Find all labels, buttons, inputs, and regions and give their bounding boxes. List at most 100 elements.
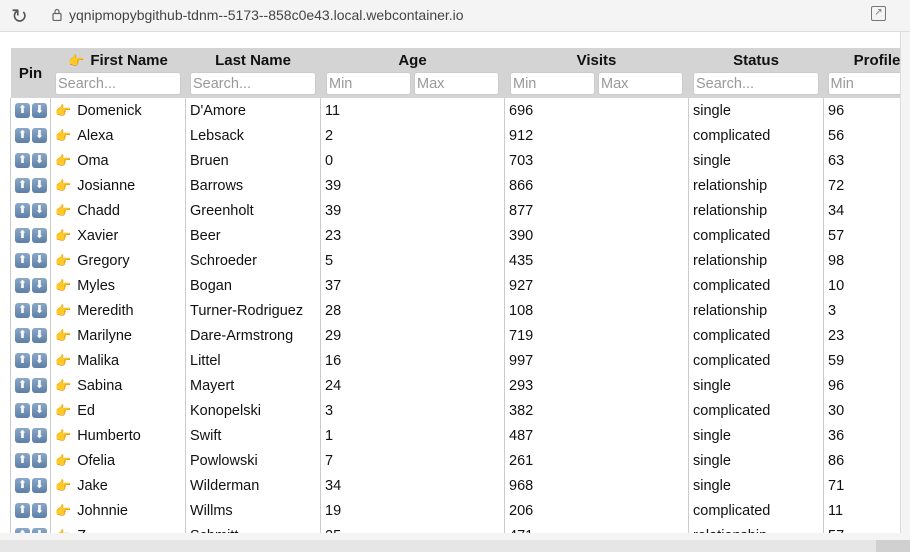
first-name-cell: 👉 Ofelia xyxy=(50,448,186,473)
status-cell: complicated xyxy=(688,273,824,298)
pin-bottom-button[interactable]: ⬇ xyxy=(32,228,47,244)
pin-bottom-button[interactable]: ⬇ xyxy=(32,153,47,169)
pin-cell: ⬆⬇ xyxy=(10,523,51,533)
status-cell: complicated xyxy=(688,323,824,348)
header-last-name[interactable]: Last Name xyxy=(185,48,321,98)
pin-top-button[interactable]: ⬆ xyxy=(15,178,30,194)
first-name-cell: 👉Z xyxy=(50,523,186,534)
pin-bottom-button[interactable]: ⬇ xyxy=(32,328,47,344)
profile-cell: 59 xyxy=(823,348,900,373)
last-name-cell: Turner-Rodriguez xyxy=(185,298,321,323)
pin-top-button[interactable]: ⬆ xyxy=(15,328,30,344)
pointing-hand-icon: 👉 xyxy=(55,477,72,493)
first-name-cell: 👉 Jake xyxy=(50,473,186,498)
age-cell: 39 xyxy=(320,173,505,198)
first-name: Humberto xyxy=(77,427,141,444)
first-name-cell: 👉 Domenick xyxy=(50,98,186,123)
age-cell: 24 xyxy=(320,373,505,398)
pin-bottom-button[interactable]: ⬇ xyxy=(32,128,47,144)
table-row: ⬆ ⬇ 👉 Ofelia Powlowski 7 261 single 86 xyxy=(10,448,900,473)
header-profile[interactable]: Profile xyxy=(823,48,900,98)
pin-bottom-button[interactable]: ⬇ xyxy=(32,178,47,194)
profile-cell: 3 xyxy=(823,298,900,323)
first-name: Meredith xyxy=(77,302,134,319)
first-name: Ed xyxy=(77,402,95,419)
status-search-input[interactable] xyxy=(693,72,819,95)
first-name: Marilyne xyxy=(77,327,132,344)
pin-bottom-button[interactable]: ⬇ xyxy=(32,428,47,444)
pin-top-button[interactable]: ⬆ xyxy=(15,128,30,144)
status-cell: complicated xyxy=(688,223,824,248)
profile-min-input[interactable] xyxy=(827,72,900,95)
pin-bottom-button[interactable]: ⬇ xyxy=(32,203,47,219)
last-name-cell: Willms xyxy=(185,498,321,523)
pin-top-button[interactable]: ⬆ xyxy=(15,453,30,469)
pin-top-button[interactable]: ⬆ xyxy=(15,153,30,169)
profile-cell: 34 xyxy=(823,198,900,223)
first-name: Z xyxy=(77,528,86,534)
pointing-hand-icon: 👉 xyxy=(55,427,72,443)
pointing-hand-icon: 👉 xyxy=(55,377,72,393)
visits-cell: 435 xyxy=(504,248,689,273)
pin-bottom-button[interactable]: ⬇ xyxy=(32,453,47,469)
pin-top-button[interactable]: ⬆ xyxy=(15,378,30,394)
pin-bottom-button[interactable]: ⬇ xyxy=(32,503,47,519)
first-name-cell: 👉 Meredith xyxy=(50,298,186,323)
last-name-search-input[interactable] xyxy=(190,72,316,95)
last-name-cell: Barrows xyxy=(185,173,321,198)
age-cell: 2 xyxy=(320,123,505,148)
url-bar[interactable]: yqnipmopybgithub-tdnm--5173--858c0e43.lo… xyxy=(69,7,464,23)
pin-bottom-button[interactable]: ⬇ xyxy=(32,303,47,319)
pin-bottom-button[interactable]: ⬇ xyxy=(32,278,47,294)
pin-bottom-button[interactable]: ⬇ xyxy=(32,478,47,494)
age-cell: 28 xyxy=(320,298,505,323)
age-cell: 37 xyxy=(320,273,505,298)
scrollbar[interactable] xyxy=(876,540,910,552)
pin-bottom-button[interactable]: ⬇ xyxy=(32,103,47,119)
pointing-hand-icon: 👉 xyxy=(55,302,72,318)
first-name-cell: 👉 Humberto xyxy=(50,423,186,448)
pin-top-button[interactable]: ⬆ xyxy=(15,478,30,494)
pin-top-button[interactable]: ⬆ xyxy=(15,528,30,533)
pin-cell: ⬆⬇ xyxy=(10,98,51,123)
pin-top-button[interactable]: ⬆ xyxy=(15,503,30,519)
age-max-input[interactable] xyxy=(414,72,499,95)
header-visits[interactable]: Visits xyxy=(504,48,689,98)
open-external-icon[interactable]: ↗ xyxy=(871,6,886,21)
age-cell: 34 xyxy=(320,473,505,498)
visits-min-input[interactable] xyxy=(510,72,595,95)
status-cell: single xyxy=(688,448,824,473)
pin-top-button[interactable]: ⬆ xyxy=(15,203,30,219)
table-row: ⬆ ⬇ 👉 Alexa Lebsack 2 912 complicated 56 xyxy=(10,123,900,148)
pin-bottom-button[interactable]: ⬇ xyxy=(32,378,47,394)
visits-max-input[interactable] xyxy=(598,72,683,95)
age-cell: 1 xyxy=(320,423,505,448)
pin-top-button[interactable]: ⬆ xyxy=(15,353,30,369)
first-name-cell: 👉 Alexa xyxy=(50,123,186,148)
pin-bottom-button[interactable]: ⬇ xyxy=(32,353,47,369)
header-age[interactable]: Age xyxy=(320,48,505,98)
pin-cell: ⬆⬇ xyxy=(10,148,51,173)
pin-bottom-button[interactable]: ⬇ xyxy=(32,528,47,533)
first-name: Jake xyxy=(77,477,108,494)
profile-cell: 72 xyxy=(823,173,900,198)
pin-top-button[interactable]: ⬆ xyxy=(15,103,30,119)
first-name-search-input[interactable] xyxy=(55,72,181,95)
visits-cell: 108 xyxy=(504,298,689,323)
pin-top-button[interactable]: ⬆ xyxy=(15,428,30,444)
first-name-cell: 👉 Malika xyxy=(50,348,186,373)
age-min-input[interactable] xyxy=(326,72,411,95)
pin-bottom-button[interactable]: ⬇ xyxy=(32,253,47,269)
header-status[interactable]: Status xyxy=(688,48,824,98)
pin-top-button[interactable]: ⬆ xyxy=(15,303,30,319)
status-cell: relationship xyxy=(688,523,824,533)
pin-top-button[interactable]: ⬆ xyxy=(15,253,30,269)
header-first-name[interactable]: 👉 First Name xyxy=(50,48,186,98)
pin-top-button[interactable]: ⬆ xyxy=(15,228,30,244)
profile-cell: 30 xyxy=(823,398,900,423)
pointing-hand-icon: 👉 xyxy=(55,202,72,218)
reload-icon[interactable]: ↻ xyxy=(11,6,28,28)
pin-bottom-button[interactable]: ⬇ xyxy=(32,403,47,419)
pin-top-button[interactable]: ⬆ xyxy=(15,278,30,294)
pin-top-button[interactable]: ⬆ xyxy=(15,403,30,419)
